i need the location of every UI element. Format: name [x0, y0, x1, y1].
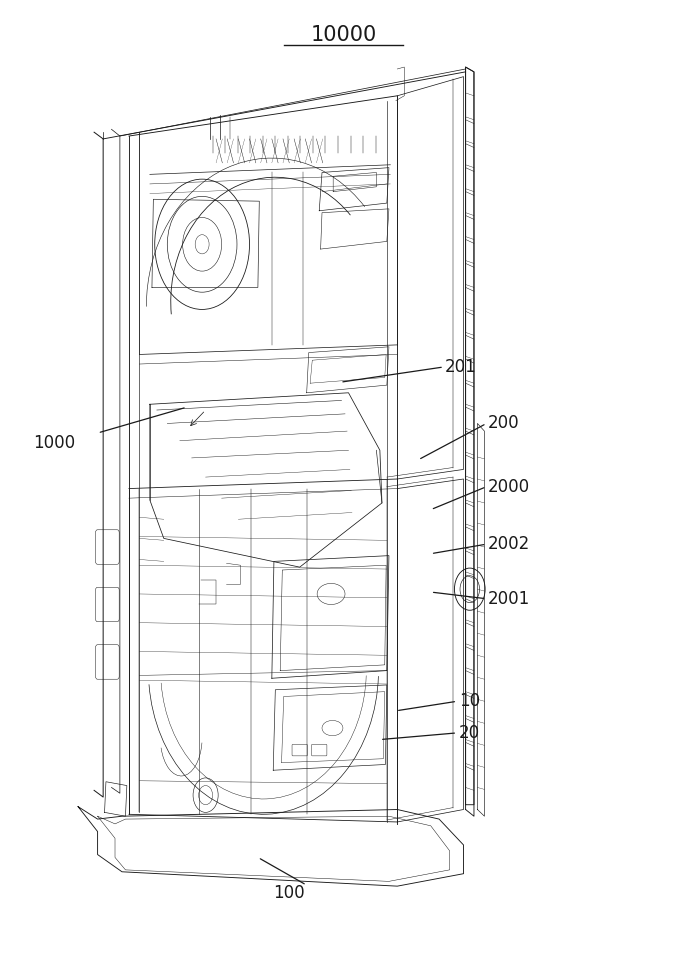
- Text: 2000: 2000: [488, 478, 530, 495]
- Text: 10: 10: [459, 693, 480, 710]
- Text: 201: 201: [445, 358, 477, 376]
- Text: 2001: 2001: [488, 590, 530, 607]
- Text: 20: 20: [459, 724, 480, 741]
- Text: 1000: 1000: [33, 434, 75, 451]
- Text: 2002: 2002: [488, 536, 530, 553]
- Text: 200: 200: [488, 415, 519, 432]
- Text: 100: 100: [273, 884, 305, 901]
- Text: 10000: 10000: [310, 25, 377, 45]
